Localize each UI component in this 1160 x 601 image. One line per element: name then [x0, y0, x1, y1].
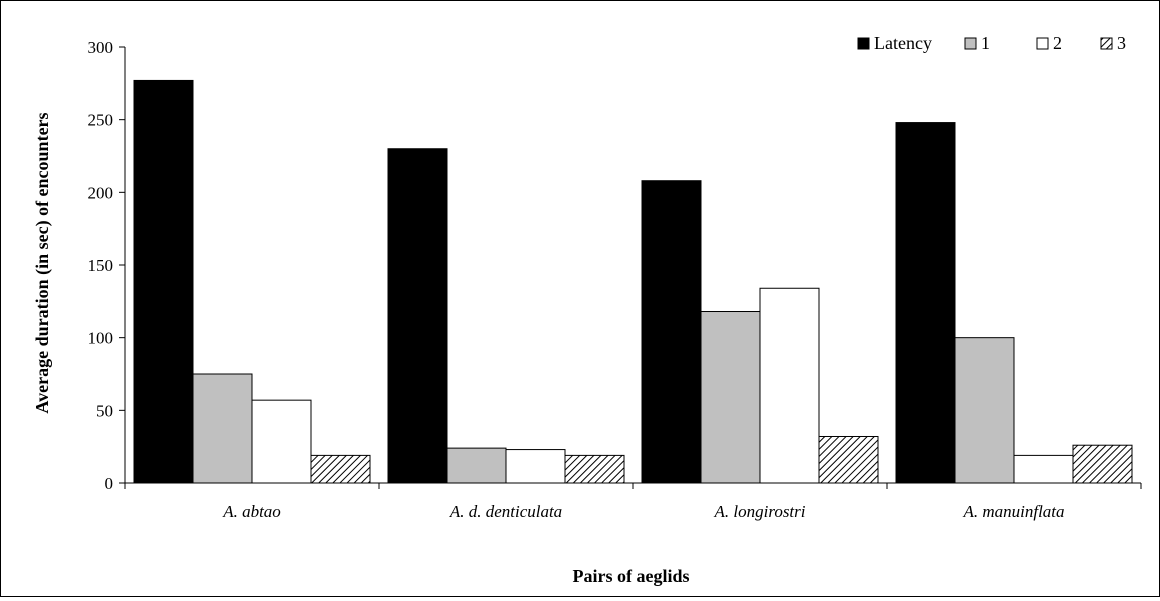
bar — [641, 180, 702, 484]
legend-label: 1 — [981, 33, 990, 53]
x-tick-label: A. abtao — [222, 502, 281, 521]
legend-label: 3 — [1117, 33, 1126, 53]
bar — [759, 287, 820, 484]
bar — [251, 399, 312, 484]
bar — [564, 454, 625, 484]
x-tick-label: A. d. denticulata — [449, 502, 562, 521]
y-tick-label: 0 — [105, 474, 114, 493]
y-tick-label: 100 — [88, 329, 114, 348]
y-tick-label: 250 — [88, 111, 114, 130]
y-tick-label: 50 — [96, 401, 113, 420]
bar — [1013, 454, 1074, 484]
legend-label: 2 — [1053, 33, 1062, 53]
bar — [133, 79, 194, 484]
y-tick-label: 200 — [88, 183, 114, 202]
bar — [505, 449, 566, 484]
legend: Latency 1 2 3 — [857, 33, 1126, 53]
bars — [133, 79, 1133, 484]
legend-swatch — [964, 37, 977, 50]
bar — [446, 447, 507, 484]
legend-swatch — [1036, 37, 1049, 50]
x-axis-title: Pairs of aeglids — [573, 566, 690, 586]
bar — [895, 122, 956, 484]
bar — [700, 311, 761, 484]
y-tick-label: 300 — [88, 38, 114, 57]
x-tick-label: A. longirostri — [714, 502, 806, 521]
bar — [1072, 444, 1133, 484]
y-axis-title: Average duration (in sec) of encounters — [32, 112, 53, 413]
legend-swatch — [1100, 37, 1113, 50]
bar — [310, 454, 371, 484]
legend-swatch — [857, 37, 870, 50]
bar — [818, 435, 879, 484]
legend-label: Latency — [874, 33, 932, 53]
x-tick-label: A. manuinflata — [962, 502, 1064, 521]
y-tick-label: 150 — [88, 256, 114, 275]
axes: 0 50 100 150 200 250 300 A. abtao A. d. denticul… — [88, 38, 1142, 521]
bar — [954, 337, 1015, 484]
bar — [387, 148, 448, 484]
bar — [192, 373, 253, 484]
